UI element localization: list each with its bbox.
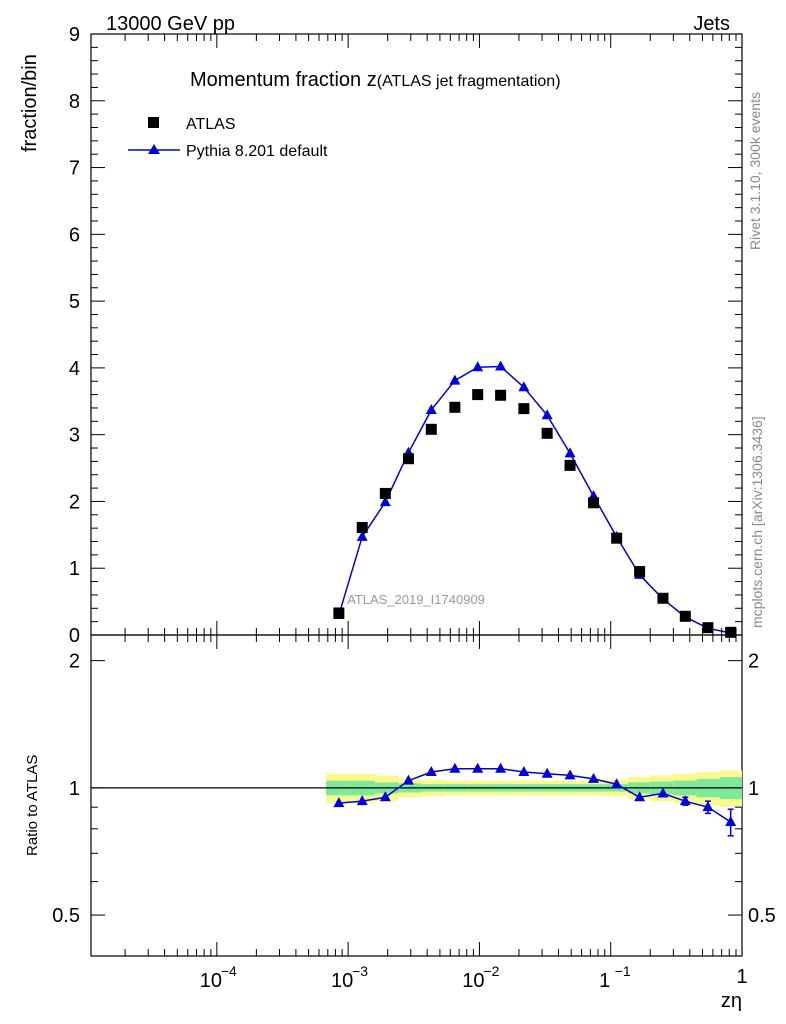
atlas-marker <box>518 403 530 415</box>
atlas-marker <box>402 453 414 465</box>
x-tick-label: 10 <box>462 970 484 992</box>
atlas-marker <box>634 566 646 578</box>
ratio-marker <box>425 766 437 777</box>
ratio-marker <box>472 762 484 773</box>
x-tick-exponent: −3 <box>352 963 368 979</box>
atlas-marker <box>564 459 576 471</box>
x-tick-label: 10 <box>200 970 222 992</box>
ratio-marker <box>634 791 646 802</box>
ratio-y-tick-label: 1 <box>69 778 80 800</box>
atlas-marker <box>657 592 669 604</box>
atlas-marker <box>333 607 345 619</box>
x-tick-label: 10 <box>331 970 353 992</box>
ratio-marker <box>588 772 600 783</box>
y-tick-label: 8 <box>69 91 80 113</box>
x-tick-exponent: −2 <box>483 963 499 979</box>
y-tick-label: 7 <box>69 158 80 180</box>
ratio-y-tick-label-right: 1 <box>748 778 759 800</box>
atlas-marker <box>449 401 461 413</box>
legend: ATLAS Pythia 8.201 default <box>128 116 328 160</box>
legend-pythia-marker <box>148 144 160 154</box>
y-tick-label: 1 <box>69 558 80 580</box>
atlas-marker <box>379 487 391 499</box>
y-tick-label: 4 <box>69 358 80 380</box>
mcplots-label: mcplots.cern.ch [arXiv:1306.3436] <box>749 416 765 628</box>
y-tick-label: 9 <box>69 24 80 46</box>
rivet-label: Rivet 3.1.10, 300k events <box>747 92 763 250</box>
x-tick-exponent: −4 <box>221 963 237 979</box>
ratio-y-tick-label: 2 <box>69 651 80 673</box>
ratio-marker <box>702 801 714 812</box>
legend-pythia-label: Pythia 8.201 default <box>186 143 328 160</box>
atlas-marker <box>541 427 553 439</box>
header-left: 13000 GeV pp <box>106 13 235 35</box>
ratio-marker <box>679 795 691 806</box>
atlas-marker <box>702 622 714 634</box>
ratio-marker <box>333 797 345 808</box>
atlas-marker <box>725 626 737 638</box>
atlas-marker <box>425 423 437 435</box>
atlas-marker <box>611 532 623 544</box>
x-axis-label: zη <box>721 990 742 1012</box>
atlas-marker <box>495 389 507 401</box>
pythia-marker <box>495 360 507 371</box>
x-tick-label: 1 <box>736 966 747 988</box>
ratio-y-axis-label: Ratio to ATLAS <box>24 755 41 856</box>
pythia-marker <box>564 447 576 458</box>
chart-title-main: Momentum fraction z <box>190 69 377 91</box>
ratio-marker <box>541 767 553 778</box>
pythia-marker <box>541 409 553 420</box>
y-tick-label: 3 <box>69 425 80 447</box>
ratio-marker <box>356 795 368 806</box>
ratio-marker <box>495 762 507 773</box>
legend-atlas-label: ATLAS <box>186 116 236 133</box>
ratio-marker <box>379 791 391 802</box>
x-tick-label: 1 <box>599 970 610 992</box>
y-tick-label: 5 <box>69 291 80 313</box>
atlas-marker <box>356 521 368 533</box>
main-series-layer <box>333 360 737 638</box>
atlas-marker <box>588 497 600 509</box>
ratio-series-layer <box>333 762 737 837</box>
ratio-marker <box>449 762 461 773</box>
y-tick-label: 2 <box>69 491 80 513</box>
atlas-marker <box>679 610 691 622</box>
ratio-y-tick-label: 0.5 <box>52 905 80 927</box>
pythia-marker <box>449 374 461 385</box>
ratio-marker <box>611 778 623 789</box>
pythia-marker <box>356 530 368 541</box>
pythia-marker <box>472 361 484 372</box>
y-tick-label: 0 <box>69 625 80 647</box>
ratio-marker <box>725 816 737 827</box>
ratio-marker <box>657 787 669 798</box>
ratio-marker <box>518 766 530 777</box>
chart-title: Momentum fraction z(ATLAS jet fragmentat… <box>190 69 561 91</box>
analysis-watermark: ATLAS_2019_I1740909 <box>347 592 485 607</box>
ratio-y-tick-label-right: 2 <box>748 651 759 673</box>
ratio-uncertainty-bands <box>326 770 742 808</box>
ratio-y-tick-label-right: 0.5 <box>748 905 776 927</box>
x-tick-exponent: −1 <box>615 963 631 979</box>
ratio-marker <box>564 769 576 780</box>
y-tick-label: 6 <box>69 224 80 246</box>
y-axis-label: fraction/bin <box>19 54 41 152</box>
legend-atlas-marker <box>148 117 159 128</box>
atlas-marker <box>472 389 484 401</box>
header-right: Jets <box>693 13 730 35</box>
pythia-marker <box>425 403 437 414</box>
pythia-marker <box>379 496 391 507</box>
chart-title-sub: (ATLAS jet fragmentation) <box>377 73 561 90</box>
ratio-marker <box>402 774 414 785</box>
pythia-marker <box>518 381 530 392</box>
